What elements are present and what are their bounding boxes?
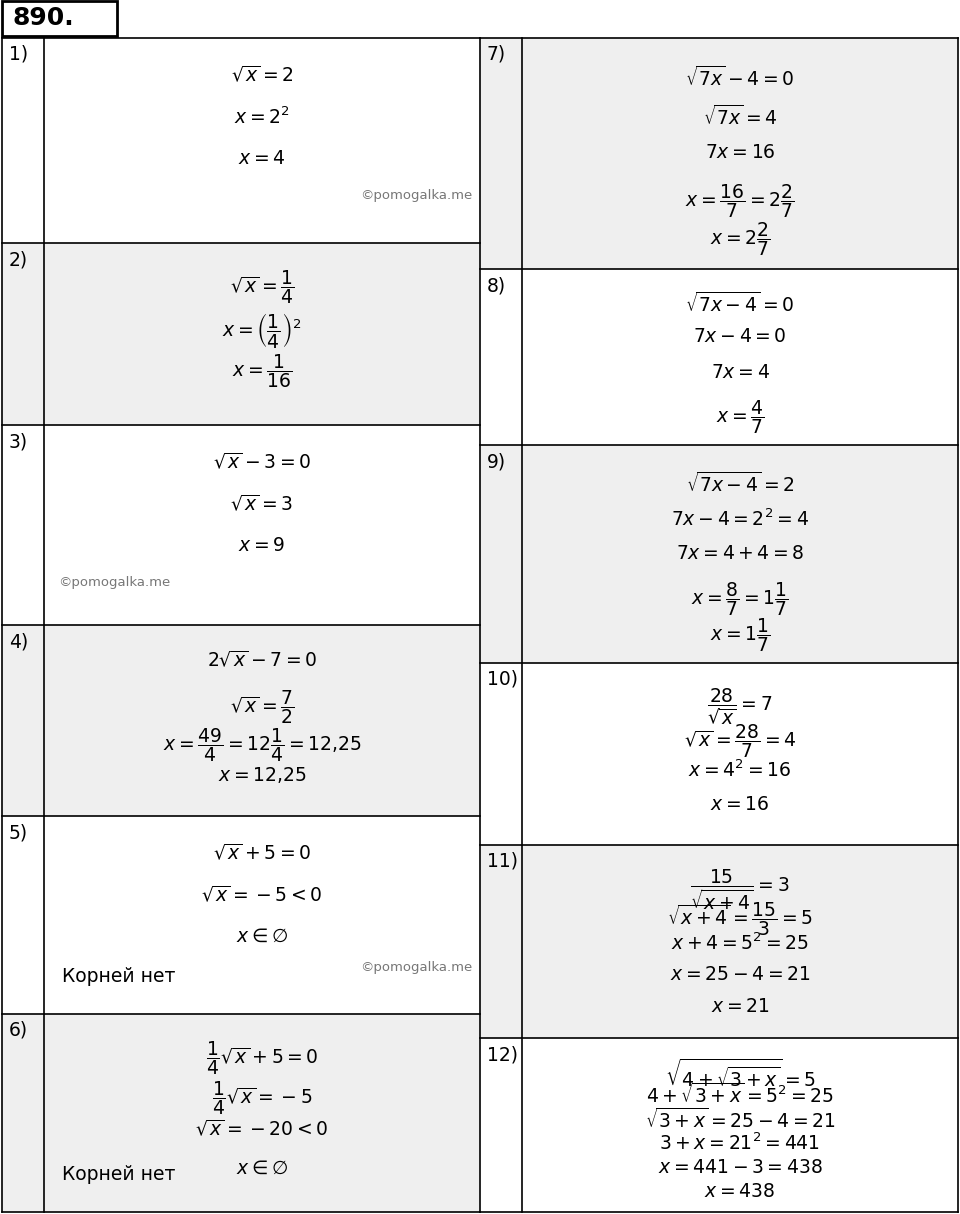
Text: $x = 438$: $x = 438$ [705, 1182, 776, 1202]
Text: 890.: 890. [12, 6, 74, 30]
Text: $\sqrt{x} = \dfrac{28}{7} = 4$: $\sqrt{x} = \dfrac{28}{7} = 4$ [684, 722, 797, 760]
Text: $x = \left(\dfrac{1}{4}\right)^2$: $x = \left(\dfrac{1}{4}\right)^2$ [223, 311, 301, 350]
Bar [480, 663, 958, 845]
Text: 11): 11) [487, 851, 518, 870]
Bar [2, 816, 480, 1014]
Text: $x + 4 = 5^2 = 25$: $x + 4 = 5^2 = 25$ [671, 932, 809, 954]
Text: $\sqrt{x+4} = \dfrac{15}{3} = 5$: $\sqrt{x+4} = \dfrac{15}{3} = 5$ [667, 901, 813, 938]
Text: $x = 21$: $x = 21$ [710, 997, 769, 1016]
Bar [480, 270, 958, 446]
Text: $7x = 4$: $7x = 4$ [710, 363, 770, 381]
Text: 3): 3) [9, 432, 28, 452]
Text: 5): 5) [9, 823, 28, 843]
Text: $\sqrt{7x} = 4$: $\sqrt{7x} = 4$ [703, 104, 778, 129]
Text: $\sqrt{7x - 4} = 2$: $\sqrt{7x - 4} = 2$ [685, 472, 794, 497]
Bar [2, 425, 480, 625]
Text: $\sqrt{x} = \dfrac{1}{4}$: $\sqrt{x} = \dfrac{1}{4}$ [229, 268, 295, 306]
Text: $\sqrt{x} + 5 = 0$: $\sqrt{x} + 5 = 0$ [213, 843, 311, 863]
Text: $7x - 4 = 0$: $7x - 4 = 0$ [693, 328, 787, 346]
Text: $3 + x = 21^2 = 441$: $3 + x = 21^2 = 441$ [660, 1133, 821, 1155]
Text: $x = \dfrac{49}{4} = 12\dfrac{1}{4} = 12{,}25$: $x = \dfrac{49}{4} = 12\dfrac{1}{4} = 12… [162, 726, 362, 765]
Text: $x \in \varnothing$: $x \in \varnothing$ [236, 926, 288, 946]
Text: $\dfrac{1}{4}\sqrt{x} = -5$: $\dfrac{1}{4}\sqrt{x} = -5$ [212, 1079, 312, 1117]
Text: 12): 12) [487, 1045, 518, 1065]
Text: $x = 441 - 3 = 438$: $x = 441 - 3 = 438$ [658, 1158, 823, 1176]
Text: $\sqrt{x} = -5 < 0$: $\sqrt{x} = -5 < 0$ [202, 885, 323, 906]
Text: 7): 7) [487, 45, 506, 64]
Text: $\sqrt{x} = 3$: $\sqrt{x} = 3$ [230, 494, 294, 515]
Text: $7x = 4 + 4 = 8$: $7x = 4 + 4 = 8$ [676, 544, 804, 563]
Text: $x = \dfrac{1}{16}$: $x = \dfrac{1}{16}$ [231, 352, 292, 391]
Text: $\sqrt{4 + \sqrt{3+x}} = 5$: $\sqrt{4 + \sqrt{3+x}} = 5$ [664, 1059, 815, 1091]
Text: $\sqrt{3+x} = 25 - 4 = 21$: $\sqrt{3+x} = 25 - 4 = 21$ [645, 1108, 835, 1133]
Text: $\sqrt{x} - 3 = 0$: $\sqrt{x} - 3 = 0$ [213, 452, 311, 472]
Bar [2, 38, 480, 244]
Bar [2, 1, 117, 36]
Text: $x = 9$: $x = 9$ [238, 535, 285, 555]
Text: $4 + \sqrt{3+x} = 5^2 = 25$: $4 + \sqrt{3+x} = 5^2 = 25$ [646, 1083, 834, 1107]
Text: $\dfrac{1}{4}\sqrt{x} + 5 = 0$: $\dfrac{1}{4}\sqrt{x} + 5 = 0$ [205, 1039, 319, 1077]
Text: $x = \dfrac{4}{7}$: $x = \dfrac{4}{7}$ [716, 398, 764, 436]
Bar [480, 845, 958, 1038]
Text: Корней нет: Корней нет [62, 1165, 176, 1184]
Bar [2, 1014, 480, 1212]
Text: ©pomogalka.me: ©pomogalka.me [58, 577, 170, 589]
Text: $\sqrt{x} = 2$: $\sqrt{x} = 2$ [230, 64, 294, 86]
Bar [480, 1038, 958, 1212]
Text: $x = 2\dfrac{2}{7}$: $x = 2\dfrac{2}{7}$ [709, 220, 770, 259]
Text: 2): 2) [9, 250, 28, 270]
Text: $x = 1\dfrac{1}{7}$: $x = 1\dfrac{1}{7}$ [709, 617, 770, 654]
Bar [2, 244, 480, 425]
Bar [2, 625, 480, 816]
Text: $\dfrac{28}{\sqrt{x}} = 7$: $\dfrac{28}{\sqrt{x}} = 7$ [708, 686, 773, 727]
Text: 8): 8) [487, 277, 506, 295]
Text: $x = 16$: $x = 16$ [710, 795, 770, 815]
Text: ©pomogalka.me: ©pomogalka.me [360, 189, 472, 203]
Bar [480, 38, 958, 270]
Text: $x = 12{,}25$: $x = 12{,}25$ [218, 765, 306, 784]
Text: $x = 2^2$: $x = 2^2$ [234, 107, 290, 129]
Text: $\sqrt{7x - 4} = 0$: $\sqrt{7x - 4} = 0$ [685, 293, 795, 317]
Text: $2\sqrt{x} - 7 = 0$: $2\sqrt{x} - 7 = 0$ [206, 649, 317, 670]
Text: $x = \dfrac{16}{7} = 2\dfrac{2}{7}$: $x = \dfrac{16}{7} = 2\dfrac{2}{7}$ [685, 182, 795, 220]
Text: 10): 10) [487, 670, 518, 688]
Text: $x = \dfrac{8}{7} = 1\dfrac{1}{7}$: $x = \dfrac{8}{7} = 1\dfrac{1}{7}$ [691, 580, 789, 618]
Text: $7x = 16$: $7x = 16$ [705, 143, 776, 163]
Text: 1): 1) [9, 45, 28, 64]
Text: $\sqrt{x} = -20 < 0$: $\sqrt{x} = -20 < 0$ [195, 1119, 328, 1140]
Text: $x = 25 - 4 = 21$: $x = 25 - 4 = 21$ [670, 965, 810, 985]
Text: $7x - 4 = 2^2 = 4$: $7x - 4 = 2^2 = 4$ [671, 507, 809, 529]
Text: 4): 4) [9, 632, 28, 651]
Text: $x \in \varnothing$: $x \in \varnothing$ [236, 1158, 288, 1178]
Text: Корней нет: Корней нет [62, 968, 176, 986]
Text: 6): 6) [9, 1021, 28, 1039]
Text: $\sqrt{7x} - 4 = 0$: $\sqrt{7x} - 4 = 0$ [685, 66, 795, 90]
Text: ©pomogalka.me: ©pomogalka.me [360, 961, 472, 974]
Text: 9): 9) [487, 453, 506, 471]
Bar [480, 446, 958, 663]
Text: $x = 4^2 = 16$: $x = 4^2 = 16$ [688, 759, 792, 781]
Text: $\sqrt{x} = \dfrac{7}{2}$: $\sqrt{x} = \dfrac{7}{2}$ [229, 688, 295, 726]
Text: $\dfrac{15}{\sqrt{x+4}} = 3$: $\dfrac{15}{\sqrt{x+4}} = 3$ [690, 868, 790, 912]
Text: $x = 4$: $x = 4$ [238, 149, 286, 168]
